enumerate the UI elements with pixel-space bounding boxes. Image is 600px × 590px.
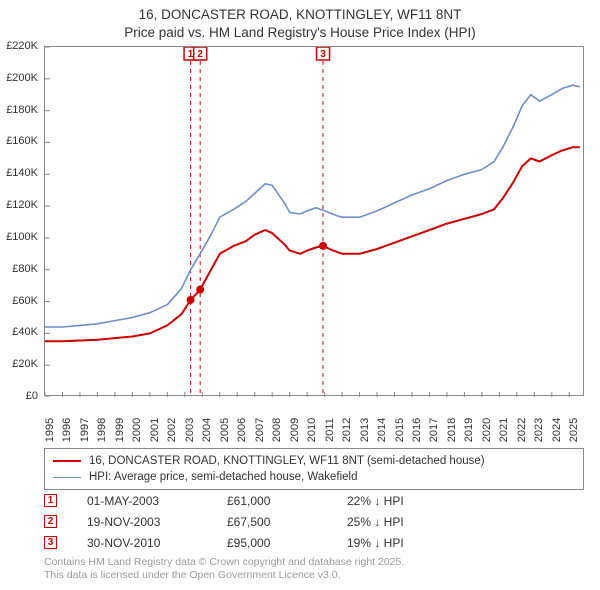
x-tick-label: 2020 (481, 418, 493, 442)
x-tick-label: 2012 (341, 418, 353, 442)
x-tick-label: 2004 (201, 418, 213, 442)
x-tick-label: 2005 (219, 418, 231, 442)
x-tick-label: 2003 (184, 418, 196, 442)
y-tick-label: £220K (6, 40, 38, 52)
event-row: 3 30-NOV-2010 £95,000 19% ↓ HPI (44, 532, 584, 553)
x-tick-label: 2011 (324, 418, 336, 442)
event-price: £95,000 (227, 536, 317, 550)
x-tick-label: 2022 (516, 418, 528, 442)
y-tick-label: £140K (6, 167, 38, 179)
event-date: 01-MAY-2003 (87, 494, 197, 508)
x-tick-label: 2000 (131, 418, 143, 442)
legend-row-1: HPI: Average price, semi-detached house,… (53, 469, 575, 485)
x-tick-label: 2018 (446, 418, 458, 442)
event-diff: 25% ↓ HPI (347, 515, 437, 529)
event-marker-box: 2 (44, 515, 57, 528)
y-tick-label: £100K (6, 231, 38, 243)
x-tick-label: 2002 (166, 418, 178, 442)
x-tick-label: 2016 (411, 418, 423, 442)
y-tick-label: £120K (6, 199, 38, 211)
svg-text:3: 3 (320, 49, 326, 60)
x-tick-label: 2010 (306, 418, 318, 442)
x-tick-label: 2008 (271, 418, 283, 442)
svg-text:1: 1 (188, 49, 194, 60)
chart-svg: 12 3 (45, 47, 585, 397)
legend-label-1: HPI: Average price, semi-detached house,… (89, 471, 357, 483)
legend-swatch-1 (53, 477, 81, 478)
y-tick-label: £200K (6, 72, 38, 84)
x-tick-label: 2019 (463, 418, 475, 442)
x-tick-label: 2021 (498, 418, 510, 442)
y-tick-label: £160K (6, 135, 38, 147)
event-row: 1 01-MAY-2003 £61,000 22% ↓ HPI (44, 490, 584, 511)
x-tick-label: 1996 (61, 418, 73, 442)
x-tick-label: 1999 (114, 418, 126, 442)
legend-row-0: 16, DONCASTER ROAD, KNOTTINGLEY, WF11 8N… (53, 453, 575, 469)
x-tick-label: 2023 (533, 418, 545, 442)
x-tick-label: 1995 (44, 418, 56, 442)
x-tick-label: 2024 (551, 418, 563, 442)
title-line-1: 16, DONCASTER ROAD, KNOTTINGLEY, WF11 8N… (0, 6, 600, 24)
x-tick-label: 2017 (428, 418, 440, 442)
y-tick-label: £0 (26, 390, 38, 402)
chart-plot-area: 12 3 (44, 46, 584, 396)
x-tick-label: 1998 (96, 418, 108, 442)
y-tick-label: £80K (12, 263, 38, 275)
event-diff: 22% ↓ HPI (347, 494, 437, 508)
chart-title-block: 16, DONCASTER ROAD, KNOTTINGLEY, WF11 8N… (0, 0, 600, 44)
x-tick-label: 2013 (359, 418, 371, 442)
x-tick-label: 2009 (289, 418, 301, 442)
legend-swatch-0 (53, 460, 81, 462)
event-date: 30-NOV-2010 (87, 536, 197, 550)
title-line-2: Price paid vs. HM Land Registry's House … (0, 24, 600, 42)
y-tick-label: £20K (12, 358, 38, 370)
event-marker-box: 3 (44, 536, 57, 549)
event-price: £61,000 (227, 494, 317, 508)
legend-box: 16, DONCASTER ROAD, KNOTTINGLEY, WF11 8N… (44, 448, 584, 490)
event-price: £67,500 (227, 515, 317, 529)
footnote-line-2: This data is licensed under the Open Gov… (44, 569, 584, 582)
x-tick-label: 2006 (236, 418, 248, 442)
x-tick-label: 2014 (376, 418, 388, 442)
footnote: Contains HM Land Registry data © Crown c… (44, 556, 584, 582)
x-tick-label: 2025 (568, 418, 580, 442)
y-axis-ticks: £0£20K£40K£60K£80K£100K£120K£140K£160K£1… (0, 46, 40, 396)
x-tick-label: 2007 (254, 418, 266, 442)
event-marker-box: 1 (44, 494, 57, 507)
legend-label-0: 16, DONCASTER ROAD, KNOTTINGLEY, WF11 8N… (89, 455, 485, 467)
event-date: 19-NOV-2003 (87, 515, 197, 529)
event-diff: 19% ↓ HPI (347, 536, 437, 550)
x-tick-label: 2001 (149, 418, 161, 442)
y-tick-label: £180K (6, 104, 38, 116)
x-tick-label: 2015 (394, 418, 406, 442)
x-tick-label: 1997 (79, 418, 91, 442)
footnote-line-1: Contains HM Land Registry data © Crown c… (44, 556, 584, 569)
svg-text:2: 2 (197, 49, 203, 60)
events-table: 1 01-MAY-2003 £61,000 22% ↓ HPI 2 19-NOV-2003… (44, 490, 584, 553)
y-tick-label: £40K (12, 326, 38, 338)
event-row: 2 19-NOV-2003 £67,500 25% ↓ HPI (44, 511, 584, 532)
y-tick-label: £60K (12, 295, 38, 307)
